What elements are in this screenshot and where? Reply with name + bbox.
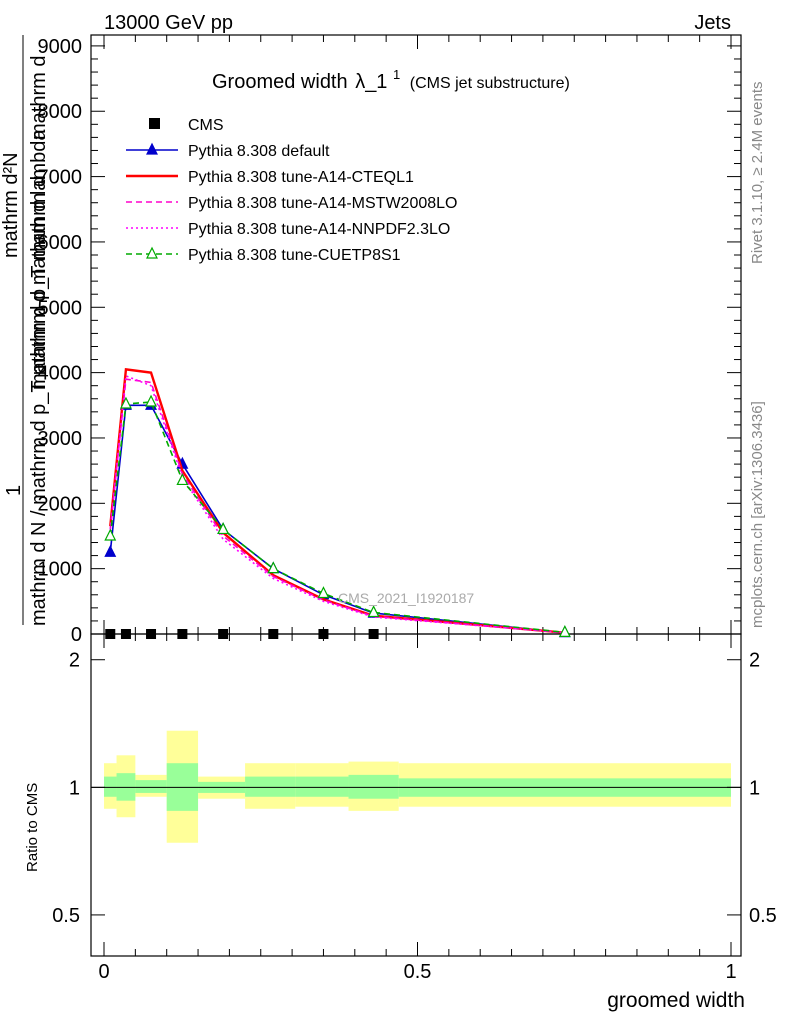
y-tick-label: 7000 (38, 167, 83, 189)
x-tick-label: 1 (725, 961, 736, 983)
title-sup: 1 (393, 67, 400, 82)
x-axis-label: groomed width (607, 989, 745, 1012)
series-marker (217, 522, 230, 535)
cms-data-point (368, 629, 379, 639)
ratio-y-tick-label-right: 2 (749, 650, 760, 672)
ratio-band-green (135, 780, 167, 793)
legend-marker (146, 246, 158, 259)
cms-data-point (146, 629, 157, 639)
y-tick-label: 0 (71, 624, 82, 646)
cms-data-point (318, 629, 329, 639)
y-tick-label: 6000 (38, 232, 83, 254)
cms-data-point (218, 629, 229, 639)
x-tick-label: 0 (98, 961, 109, 983)
cms-data-point (268, 629, 279, 639)
header-left: 13000 GeV pp (104, 12, 233, 34)
ratio-plot-frame (90, 633, 742, 957)
legend-label: Pythia 8.308 tune-CUETP8S1 (188, 247, 401, 264)
title-lambda: λ_1 (355, 71, 387, 93)
series-marker (176, 473, 189, 486)
legend-label: Pythia 8.308 tune-A14-CTEQL1 (188, 169, 414, 186)
cms-data-point (120, 629, 131, 639)
legend-item: Pythia 8.308 tune-A14-CTEQL1 (126, 169, 414, 186)
ratio-y-tick-label: 2 (69, 650, 80, 672)
y-tick-label: 1000 (38, 559, 83, 581)
ratio-band-green (348, 774, 399, 799)
plot-title: Groomed width λ_1 1 (CMS jet substructur… (212, 62, 570, 93)
ylabel-frac-num: mathrm d (28, 56, 50, 140)
cms-data-point (177, 629, 188, 639)
ratio-y-tick-label: 0.5 (52, 905, 80, 927)
series-marker (367, 605, 380, 618)
y-tick-label: 5000 (38, 297, 83, 319)
ratio-axis-ticks: 0.5 0.5 1 1 2 2 0 0.5 1 (52, 634, 777, 983)
y-tick-label: 3000 (38, 428, 83, 450)
main-axis-ticks: 0 1000 2000 3000 4000 5000 6000 7000 8000 9000 (38, 35, 741, 646)
series-line (109, 401, 565, 634)
ratio-band-green (295, 776, 349, 797)
y-tick-label: 8000 (38, 101, 83, 123)
series-line (109, 374, 565, 634)
ratio-bands (91, 730, 741, 843)
legend-item: Pythia 8.308 default (126, 142, 330, 160)
y-tick-label: 9000 (38, 36, 83, 58)
series-marker (317, 586, 330, 599)
ratio-band-green (245, 776, 296, 797)
cms-data-layer (105, 629, 379, 639)
series-marker (104, 528, 117, 541)
legend-marker (146, 142, 158, 155)
legend: CMS Pythia 8.308 default Pythia 8.308 tune… (126, 117, 457, 264)
main-ylabel: 1 mathrm d²N mathrm d N / mathrm d p_T m… (0, 35, 50, 626)
cms-data-point (105, 629, 116, 639)
title-suffix: (CMS jet substructure) (410, 75, 570, 92)
legend-swatch (149, 118, 160, 129)
series-marker (145, 394, 157, 407)
series-line (109, 378, 565, 634)
series-marker (267, 561, 280, 574)
series-marker (558, 625, 571, 637)
ratio-band-green (104, 776, 117, 797)
ylabel-num: mathrm d²N (0, 152, 22, 258)
ylabel-frac-den: mathrm d p_T mathrm d (28, 176, 50, 390)
ratio-y-tick-label: 1 (69, 777, 80, 799)
y-tick-label: 4000 (38, 363, 83, 385)
legend-label: Pythia 8.308 tune-A14-NNPDF2.3LO (188, 221, 450, 238)
series-marker (119, 396, 132, 409)
analysis-watermark: CMS_2021_I1920187 (338, 590, 474, 606)
series-layer (104, 368, 571, 638)
ylabel-den: mathrm d N / mathrm d p_T mathrm d mathr… (28, 129, 50, 626)
ylabel-one: 1 (3, 485, 25, 496)
legend-item-cms: CMS (149, 117, 224, 134)
legend-label: Pythia 8.308 tune-A14-MSTW2008LO (188, 195, 457, 212)
title-prefix: Groomed width (212, 71, 348, 93)
ratio-y-tick-label-right: 1 (749, 777, 760, 799)
legend-item: Pythia 8.308 tune-A14-NNPDF2.3LO (126, 221, 450, 238)
mcplots-label: mcplots.cern.ch [arXiv:1306.3436] (749, 401, 766, 628)
legend-label: Pythia 8.308 default (188, 143, 330, 160)
series-marker (104, 544, 117, 557)
header-right: Jets (694, 12, 731, 34)
ratio-ylabel: Ratio to CMS (24, 783, 41, 872)
legend-label: CMS (188, 117, 224, 134)
legend-item: Pythia 8.308 tune-CUETP8S1 (126, 246, 401, 264)
rivet-label: Rivet 3.1.10, ≥ 2.4M events (749, 82, 766, 265)
ratio-y-tick-label-right: 0.5 (749, 905, 777, 927)
x-tick-label: 0.5 (404, 961, 432, 983)
y-tick-label: 2000 (38, 493, 83, 515)
legend-item: Pythia 8.308 tune-A14-MSTW2008LO (126, 195, 457, 212)
